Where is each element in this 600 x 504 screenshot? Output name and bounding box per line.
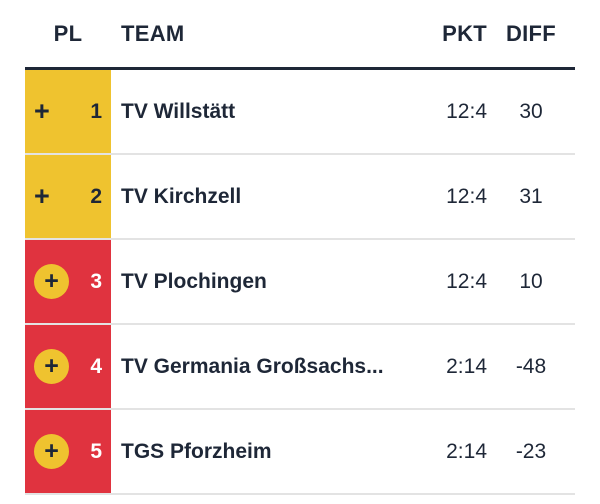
position-cell: + 1 xyxy=(25,70,111,153)
position-cell: + 5 xyxy=(25,410,111,493)
table-row[interactable]: + 2 TV Kirchzell 12:4 31 xyxy=(25,155,575,240)
points-value: 2:14 xyxy=(446,354,487,378)
goal-diff-value: -23 xyxy=(515,439,547,463)
expand-row-button[interactable]: + xyxy=(34,349,69,384)
position-cell: + 4 xyxy=(25,325,111,408)
column-header-pl: PL xyxy=(53,20,83,46)
team-name[interactable]: TV Kirchzell xyxy=(121,184,242,208)
team-name[interactable]: TV Willstätt xyxy=(121,99,236,123)
points-value: 12:4 xyxy=(446,184,487,208)
rank-label: 1 xyxy=(90,99,102,123)
goal-diff-value: 30 xyxy=(519,99,543,123)
standings-table: PL TEAM PKT DIFF + 1 TV Willstätt 12:4 3… xyxy=(25,0,575,495)
rank-label: 4 xyxy=(90,354,102,378)
table-row[interactable]: + 4 TV Germania Großsachs... 2:14 -48 xyxy=(25,325,575,410)
expand-row-button[interactable]: + xyxy=(34,96,50,126)
rank-label: 2 xyxy=(90,184,102,208)
position-cell: + 3 xyxy=(25,240,111,323)
points-value: 12:4 xyxy=(446,99,487,123)
team-name[interactable]: TGS Pforzheim xyxy=(121,439,272,463)
table-body: + 1 TV Willstätt 12:4 30 + 2 TV Kirchzel… xyxy=(25,70,575,495)
expand-row-button[interactable]: + xyxy=(34,264,69,299)
table-row[interactable]: + 1 TV Willstätt 12:4 30 xyxy=(25,70,575,155)
goal-diff-value: 31 xyxy=(519,184,543,208)
goal-diff-value: -48 xyxy=(515,354,547,378)
points-value: 12:4 xyxy=(446,269,487,293)
rank-label: 5 xyxy=(90,439,102,463)
position-cell: + 2 xyxy=(25,155,111,238)
column-header-diff: DIFF xyxy=(505,20,557,46)
expand-row-button[interactable]: + xyxy=(34,434,69,469)
rank-label: 3 xyxy=(90,269,102,293)
team-name[interactable]: TV Plochingen xyxy=(121,269,267,293)
table-row[interactable]: + 3 TV Plochingen 12:4 10 xyxy=(25,240,575,325)
points-value: 2:14 xyxy=(446,439,487,463)
column-header-pkt: PKT xyxy=(442,20,487,46)
table-row[interactable]: + 5 TGS Pforzheim 2:14 -23 xyxy=(25,410,575,495)
column-header-team: TEAM xyxy=(121,20,185,46)
team-name[interactable]: TV Germania Großsachs... xyxy=(121,354,384,378)
expand-row-button[interactable]: + xyxy=(34,181,50,211)
table-header: PL TEAM PKT DIFF xyxy=(25,0,575,70)
goal-diff-value: 10 xyxy=(519,269,543,293)
